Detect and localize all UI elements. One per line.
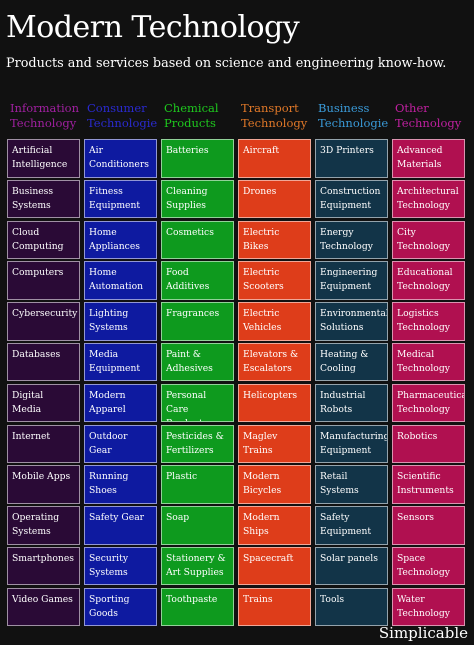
- technology-cell: Safety Gear: [84, 506, 157, 545]
- technology-cell: Smartphones: [7, 546, 80, 586]
- technology-cell: Sporting Goods: [84, 587, 157, 627]
- technology-cell: Digital Media: [7, 383, 80, 423]
- technology-cell: Batteries: [161, 139, 234, 178]
- column-heading: Chemical Products: [164, 101, 219, 130]
- technology-cell: Artificial Intelligence: [7, 139, 80, 178]
- column-business-technologies: Business Technologies 3D Printers Construc…: [315, 101, 388, 629]
- technology-cell: Maglev Trains: [238, 424, 311, 464]
- technology-cell: Modern Ships: [238, 506, 311, 545]
- column-heading: Business Technologies: [318, 101, 388, 130]
- column-information-technology: Information Technology Artificial Intelli…: [7, 101, 80, 629]
- technology-cell: Water Technology: [392, 587, 465, 627]
- technology-cell: Scientific Instruments: [392, 465, 465, 504]
- column-chemical-products: Chemical Products Batteries Cleaning Suppl…: [161, 101, 234, 629]
- technology-cell: Educational Technology: [392, 261, 465, 300]
- column-other-technology: Other Technology Advanced Materials Archit…: [392, 101, 465, 629]
- technology-cell: Logistics Technology: [392, 302, 465, 341]
- column-heading: Other Technology: [395, 101, 462, 130]
- technology-cell: Mobile Apps: [7, 465, 80, 504]
- page-title: Modern Technology: [6, 10, 300, 45]
- technology-cell: Outdoor Gear: [84, 424, 157, 464]
- column-heading: Transport Technology: [241, 101, 308, 130]
- technology-cell: Electric Vehicles: [238, 302, 311, 341]
- technology-cell: Tools: [315, 587, 388, 627]
- technology-cell: City Technology: [392, 220, 465, 260]
- column-consumer-technologies: Consumer Technologies Air Conditioners Fit…: [84, 101, 157, 629]
- technology-cell: Security Systems: [84, 546, 157, 586]
- technology-cell: Fragrances: [161, 302, 234, 341]
- technology-cell: Running Shoes: [84, 465, 157, 504]
- technology-cell: Soap: [161, 506, 234, 545]
- technology-cell: Operating Systems: [7, 506, 80, 545]
- technology-cell: Pesticides & Fertilizers: [161, 424, 234, 464]
- technology-cell: Advanced Materials: [392, 139, 465, 178]
- technology-cell: Cybersecurity: [7, 302, 80, 341]
- technology-cell: Air Conditioners: [84, 139, 157, 178]
- technology-cell: Business Systems: [7, 179, 80, 219]
- technology-cell: Solar panels: [315, 546, 388, 586]
- technology-cell: Stationery & Art Supplies: [161, 546, 234, 586]
- technology-cell: Helicopters: [238, 383, 311, 423]
- technology-cell: Cosmetics: [161, 220, 234, 260]
- technology-cell: Energy Technology: [315, 220, 388, 260]
- technology-cell: Heating & Cooling: [315, 342, 388, 382]
- technology-cell: Electric Bikes: [238, 220, 311, 260]
- technology-cell: Internet: [7, 424, 80, 464]
- technology-cell: Home Automation: [84, 261, 157, 300]
- technology-cell: Elevators & Escalators: [238, 342, 311, 382]
- technology-cell: Architectural Technology: [392, 179, 465, 219]
- technology-cell: Toothpaste: [161, 587, 234, 627]
- brand-label: Simplicable: [378, 624, 468, 642]
- technology-cell: Databases: [7, 342, 80, 382]
- technology-cell: Cloud Computing: [7, 220, 80, 260]
- technology-cell: Construction Equipment: [315, 179, 388, 219]
- technology-cell: Pharmaceutical Technology: [392, 383, 465, 423]
- technology-cell: Personal Care Products: [161, 383, 234, 423]
- technology-cell: Manufacturing Equipment: [315, 424, 388, 464]
- technology-cell: Modern Apparel: [84, 383, 157, 423]
- technology-cell: Paint & Adhesives: [161, 342, 234, 382]
- technology-cell: Industrial Robots: [315, 383, 388, 423]
- technology-cell: Sensors: [392, 506, 465, 545]
- technology-cell: Cleaning Supplies: [161, 179, 234, 219]
- technology-cell: Electric Scooters: [238, 261, 311, 300]
- column-heading: Information Technology: [10, 101, 80, 130]
- technology-cell: Media Equipment: [84, 342, 157, 382]
- technology-cell: Engineering Equipment: [315, 261, 388, 300]
- technology-cell: Video Games: [7, 587, 80, 627]
- technology-cell: 3D Printers: [315, 139, 388, 178]
- technology-cell: Drones: [238, 179, 311, 219]
- technology-cell: Plastic: [161, 465, 234, 504]
- technology-cell: Modern Bicycles: [238, 465, 311, 504]
- technology-cell: Lighting Systems: [84, 302, 157, 341]
- column-heading: Consumer Technologies: [87, 101, 157, 130]
- technology-cell: Space Technology: [392, 546, 465, 586]
- page-subtitle: Products and services based on science a…: [6, 56, 447, 71]
- technology-cell: Medical Technology: [392, 342, 465, 382]
- technology-cell: Computers: [7, 261, 80, 300]
- technology-cell: Fitness Equipment: [84, 179, 157, 219]
- technology-cell: Trains: [238, 587, 311, 627]
- technology-cell: Food Additives: [161, 261, 234, 300]
- technology-cell: Retail Systems: [315, 465, 388, 504]
- technology-cell: Aircraft: [238, 139, 311, 178]
- column-transport-technology: Transport Technology Aircraft Drones Electr…: [238, 101, 311, 629]
- technology-grid: Information Technology Artificial Intelli…: [7, 101, 465, 629]
- technology-cell: Home Appliances: [84, 220, 157, 260]
- technology-cell: Environmental Solutions: [315, 302, 388, 341]
- technology-cell: Spacecraft: [238, 546, 311, 586]
- technology-cell: Safety Equipment: [315, 506, 388, 545]
- technology-cell: Robotics: [392, 424, 465, 464]
